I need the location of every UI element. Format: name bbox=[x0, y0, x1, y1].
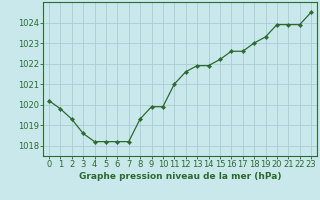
X-axis label: Graphe pression niveau de la mer (hPa): Graphe pression niveau de la mer (hPa) bbox=[79, 172, 281, 181]
